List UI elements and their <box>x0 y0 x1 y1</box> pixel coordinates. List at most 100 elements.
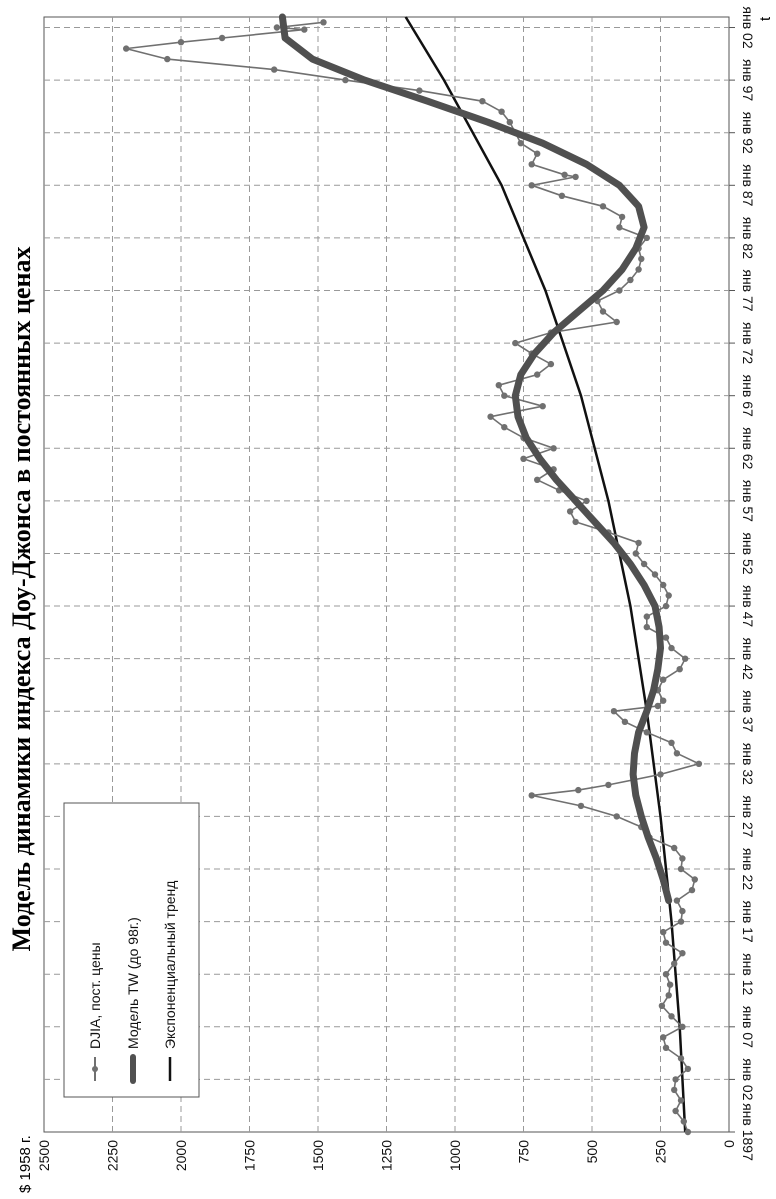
djia-point <box>613 813 620 820</box>
djia-point <box>672 1107 679 1115</box>
x-tick-label: янв 17 <box>740 901 756 943</box>
djia-point <box>671 844 678 852</box>
djia-point <box>177 38 185 46</box>
djia-point <box>654 702 661 710</box>
djia-point <box>662 1044 670 1051</box>
djia-point <box>677 865 685 873</box>
djia-point <box>665 592 672 599</box>
djia-point <box>679 907 686 915</box>
djia-point <box>599 203 607 210</box>
x-tick-label: янв 82 <box>740 217 756 259</box>
x-tick-label: янв 02 <box>740 6 756 48</box>
djia-point <box>528 792 535 799</box>
djia-point <box>679 855 686 862</box>
djia-point <box>621 718 629 725</box>
djia-point <box>635 539 642 547</box>
djia-point <box>610 708 618 715</box>
djia-point <box>635 266 642 273</box>
djia-point <box>575 786 582 794</box>
djia-point <box>665 992 672 999</box>
x-tick-label: янв 27 <box>740 795 756 837</box>
legend-item-exp-trend: Экспоненциальный тренд <box>162 881 178 1081</box>
y-tick-label: 1000 <box>447 1140 463 1171</box>
djia-point <box>691 876 698 883</box>
djia-point <box>218 34 226 42</box>
djia-point <box>561 171 568 179</box>
djia-point <box>572 518 579 526</box>
x-tick-label: янв 47 <box>740 585 756 627</box>
djia-point <box>342 76 349 84</box>
djia-point <box>577 802 585 810</box>
legend-box <box>63 802 200 1098</box>
djia-point <box>658 1002 666 1009</box>
djia-point <box>616 287 623 294</box>
legend: DJIA, пост. цены Модель TW (до 98г.) Экс… <box>63 802 200 1098</box>
x-tick-label: янв 07 <box>740 1006 756 1048</box>
legend-label-exp-trend: Экспоненциальный тренд <box>162 881 178 1049</box>
djia-point <box>668 739 675 746</box>
djia-point <box>679 1023 686 1030</box>
djia-point <box>123 45 130 52</box>
djia-point <box>501 424 508 431</box>
djia-point <box>671 960 678 967</box>
y-tick-label: 750 <box>516 1140 532 1164</box>
djia-point <box>660 676 667 683</box>
djia-point <box>666 981 674 988</box>
legend-item-model-tw: Модель TW (до 98г.) <box>125 917 141 1084</box>
djia-point <box>662 970 670 978</box>
djia-point <box>673 750 681 757</box>
djia-point <box>684 1065 692 1073</box>
djia-point <box>416 87 423 94</box>
djia-point <box>512 339 519 347</box>
y-tick-label: 250 <box>653 1140 669 1164</box>
djia-point <box>320 19 327 26</box>
x-tick-labels: янв 1897 янв 02 янв 07 янв 12 янв 17 янв 22 ян… <box>740 6 756 1161</box>
legend-label-model-tw: Модель TW (до 98г.) <box>125 917 141 1049</box>
djia-point <box>539 403 546 410</box>
djia-point <box>517 139 524 147</box>
djia-point <box>301 26 308 33</box>
djia-point <box>487 413 494 420</box>
djia-point <box>662 939 670 946</box>
djia-point <box>677 918 685 925</box>
djia-point <box>660 697 667 704</box>
djia-point <box>660 581 667 589</box>
djia-point <box>501 392 508 399</box>
djia-point <box>498 108 505 115</box>
djia-point <box>558 192 566 199</box>
x-tick-label: янв 62 <box>740 427 756 469</box>
djia-point <box>671 1086 678 1094</box>
x-tick-label: янв 12 <box>740 953 756 995</box>
djia-point <box>677 1097 685 1104</box>
djia-point <box>506 118 513 126</box>
y-tick-label: 2000 <box>173 1140 189 1171</box>
x-tick-label: янв 02 <box>740 1058 756 1100</box>
djia-point <box>657 771 664 778</box>
djia-point <box>688 886 696 894</box>
djia-point <box>164 55 171 63</box>
djia-point <box>682 655 689 662</box>
djia-point <box>668 644 675 652</box>
chart-title: Модель динамики индекса Доу-Джонса в пос… <box>7 247 36 952</box>
y-tick-label: 500 <box>584 1140 600 1164</box>
djia-point <box>572 173 579 181</box>
x-tick-label: янв 42 <box>740 638 756 680</box>
djia-point <box>534 476 541 483</box>
unit-label: $ 1958 г. <box>17 1135 34 1193</box>
djia-point <box>643 623 650 631</box>
legend-label-djia: DJIA, пост. цены <box>87 942 103 1049</box>
djia-point <box>680 1118 687 1125</box>
djia-point <box>643 234 650 242</box>
djia-point <box>676 666 683 673</box>
x-tick-label: янв 92 <box>740 112 756 154</box>
y-tick-label: 1750 <box>242 1140 258 1171</box>
djia-point <box>616 224 623 231</box>
djia-point <box>479 97 486 105</box>
djia-point <box>534 371 541 378</box>
legend-marker-djia <box>92 1066 98 1072</box>
djia-point <box>638 255 645 263</box>
x-tick-label: янв 67 <box>740 375 756 417</box>
djia-point <box>660 928 667 936</box>
djia-point <box>662 602 670 610</box>
